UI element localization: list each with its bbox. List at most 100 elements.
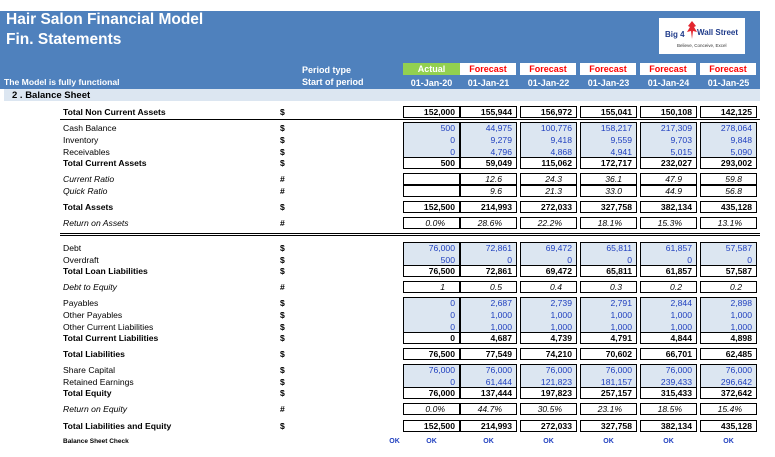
row-unit: $: [280, 243, 285, 253]
row-label-other-payables: Other Payables: [63, 310, 123, 320]
row-label-other-current-liabilities: Other Current Liabilities: [63, 322, 154, 332]
cell-total-loan-liabilities-5: 61,857: [640, 265, 697, 277]
cell-return-on-equity-5: 18.5%: [640, 403, 697, 415]
cell-quick-ratio-5: 44.9: [640, 185, 697, 197]
cell-total-liabilities-1: 76,500: [403, 348, 460, 360]
input-group-border: [460, 122, 517, 158]
cell-quick-ratio-6: 56.8: [700, 185, 757, 197]
balance-check-2: OK: [483, 438, 494, 445]
cell-total-assets-6: 435,128: [700, 201, 757, 213]
row-label-total-current-assets: Total Current Assets: [63, 158, 147, 168]
row-label-total-current-liabilities: Total Current Liabilities: [63, 333, 159, 343]
cell-total-loan-liabilities-1: 76,500: [403, 265, 460, 277]
balance-check-5: OK: [663, 438, 674, 445]
input-group-border: [403, 242, 460, 266]
cell-return-on-assets-6: 13.1%: [700, 217, 757, 229]
cell-quick-ratio-4: 33.0: [580, 185, 637, 197]
row-unit: $: [280, 322, 285, 332]
cell-total-current-liabilities-2: 4,687: [460, 332, 517, 344]
cell-total-current-liabilities-3: 4,739: [520, 332, 577, 344]
cell-total-liabilities-and-equity-6: 435,128: [700, 420, 757, 432]
row-unit: #: [280, 218, 285, 228]
row-label-inventory: Inventory: [63, 135, 99, 145]
period-date-6: 01-Jan-25: [707, 78, 750, 88]
row-unit: #: [280, 404, 285, 414]
cell-total-loan-liabilities-2: 72,861: [460, 265, 517, 277]
cell-current-ratio-2: 12.6: [460, 173, 517, 185]
balance-sheet-check-label: Balance Sheet Check: [63, 438, 129, 445]
cell-total-equity-1: 76,000: [403, 387, 460, 399]
row-unit: $: [280, 266, 285, 276]
cell-total-non-current-assets-3: 156,972: [520, 106, 577, 118]
cell-total-current-assets-1: 500: [403, 157, 460, 169]
cell-quick-ratio-1: [403, 185, 460, 197]
cell-current-ratio-3: 24.3: [520, 173, 577, 185]
period-type-label: Period type: [302, 65, 352, 75]
row-label-debt: Debt: [63, 243, 82, 253]
cell-total-current-assets-2: 59,049: [460, 157, 517, 169]
row-unit: $: [280, 147, 285, 157]
sheet-header: Hair Salon Financial Model Fin. Statemen…: [0, 0, 775, 89]
title-band: [0, 11, 298, 56]
input-group-border: [460, 364, 517, 388]
period-type-3: Forecast: [520, 63, 576, 75]
cell-current-ratio-6: 59.8: [700, 173, 757, 185]
cell-total-non-current-assets-6: 142,125: [700, 106, 757, 118]
row-label-retained-earnings: Retained Earnings: [63, 377, 134, 387]
cell-return-on-equity-3: 30.5%: [520, 403, 577, 415]
row-unit: $: [280, 349, 285, 359]
input-group-border: [520, 297, 577, 333]
row-label-payables: Payables: [63, 298, 99, 308]
section-title: 2 . Balance Sheet: [12, 90, 91, 101]
start-of-period-label: Start of period: [302, 77, 364, 87]
input-group-border: [520, 242, 577, 266]
row-label-current-ratio: Current Ratio: [63, 174, 115, 184]
cell-quick-ratio-3: 21.3: [520, 185, 577, 197]
section-header-bar: [4, 89, 760, 101]
balance-check-summary: OK: [389, 438, 400, 445]
period-date-4: 01-Jan-23: [587, 78, 630, 88]
row-label-receivables: Receivables: [63, 147, 110, 157]
input-group-border: [580, 297, 637, 333]
row-unit: $: [280, 377, 285, 387]
cell-return-on-assets-3: 22.2%: [520, 217, 577, 229]
input-group-border: [640, 297, 697, 333]
cell-return-on-assets-2: 28.6%: [460, 217, 517, 229]
cell-total-assets-4: 327,758: [580, 201, 637, 213]
row-label-total-liabilities-and-equity: Total Liabilities and Equity: [63, 421, 172, 431]
cell-return-on-equity-4: 23.1%: [580, 403, 637, 415]
row-separator: [60, 119, 760, 120]
row-label-total-non-current-assets: Total Non Current Assets: [63, 107, 166, 117]
period-type-4: Forecast: [580, 63, 636, 75]
period-date-2: 01-Jan-21: [467, 78, 510, 88]
row-label-quick-ratio: Quick Ratio: [63, 186, 108, 196]
input-group-border: [640, 122, 697, 158]
cell-total-liabilities-and-equity-4: 327,758: [580, 420, 637, 432]
row-unit: $: [280, 365, 285, 375]
cell-total-equity-4: 257,157: [580, 387, 637, 399]
period-type-1: Actual: [403, 63, 460, 75]
cell-total-loan-liabilities-4: 65,811: [580, 265, 637, 277]
cell-total-liabilities-2: 77,549: [460, 348, 517, 360]
cell-total-liabilities-4: 70,602: [580, 348, 637, 360]
input-group-border: [640, 242, 697, 266]
cell-total-current-liabilities-5: 4,844: [640, 332, 697, 344]
cell-total-liabilities-and-equity-2: 214,993: [460, 420, 517, 432]
cell-total-current-assets-4: 172,717: [580, 157, 637, 169]
row-unit: $: [280, 255, 285, 265]
cell-total-liabilities-and-equity-1: 152,500: [403, 420, 460, 432]
cell-total-assets-2: 214,993: [460, 201, 517, 213]
input-group-border: [520, 122, 577, 158]
input-group-border: [460, 297, 517, 333]
cell-current-ratio-4: 36.1: [580, 173, 637, 185]
row-label-return-on-assets: Return on Assets: [63, 218, 129, 228]
row-label-return-on-equity: Return on Equity: [63, 404, 128, 414]
row-unit: #: [280, 282, 285, 292]
row-unit: $: [280, 135, 285, 145]
cell-current-ratio-1: [403, 173, 460, 185]
model-title: Hair Salon Financial Model: [6, 11, 204, 28]
cell-debt-to-equity-6: 0.2: [700, 281, 757, 293]
period-date-1: 01-Jan-20: [410, 78, 453, 88]
row-unit: #: [280, 186, 285, 196]
input-group-border: [520, 364, 577, 388]
